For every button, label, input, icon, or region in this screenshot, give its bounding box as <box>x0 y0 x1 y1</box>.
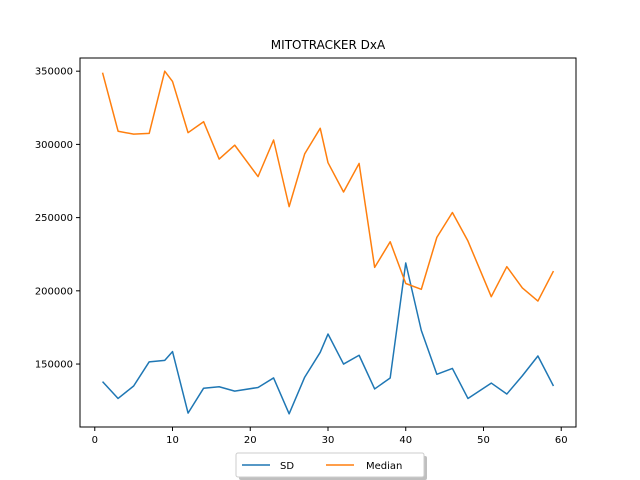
legend-label-median: Median <box>366 461 402 472</box>
x-tick-label: 60 <box>555 435 568 446</box>
series-line-median <box>101 70 555 302</box>
chart-title: MITOTRACKER DxA <box>271 38 386 52</box>
y-tick-label: 250000 <box>35 213 73 224</box>
x-axis: 0 10 20 30 40 50 60 <box>92 427 568 446</box>
plot-lines <box>101 70 555 415</box>
y-tick-label: 150000 <box>35 360 73 371</box>
x-tick-label: 30 <box>322 435 335 446</box>
y-axis: 150000 200000 250000 300000 350000 <box>35 67 80 371</box>
x-tick-label: 40 <box>399 435 412 446</box>
y-tick-label: 200000 <box>35 286 73 297</box>
legend: SD Median <box>235 452 427 480</box>
series-line-sd <box>101 262 555 415</box>
x-tick-label: 0 <box>92 435 98 446</box>
x-tick-label: 10 <box>166 435 179 446</box>
x-tick-label: 20 <box>244 435 257 446</box>
y-tick-label: 300000 <box>35 140 73 151</box>
y-tick-label: 350000 <box>35 67 73 78</box>
x-tick-label: 50 <box>477 435 490 446</box>
legend-label-sd: SD <box>280 461 294 472</box>
